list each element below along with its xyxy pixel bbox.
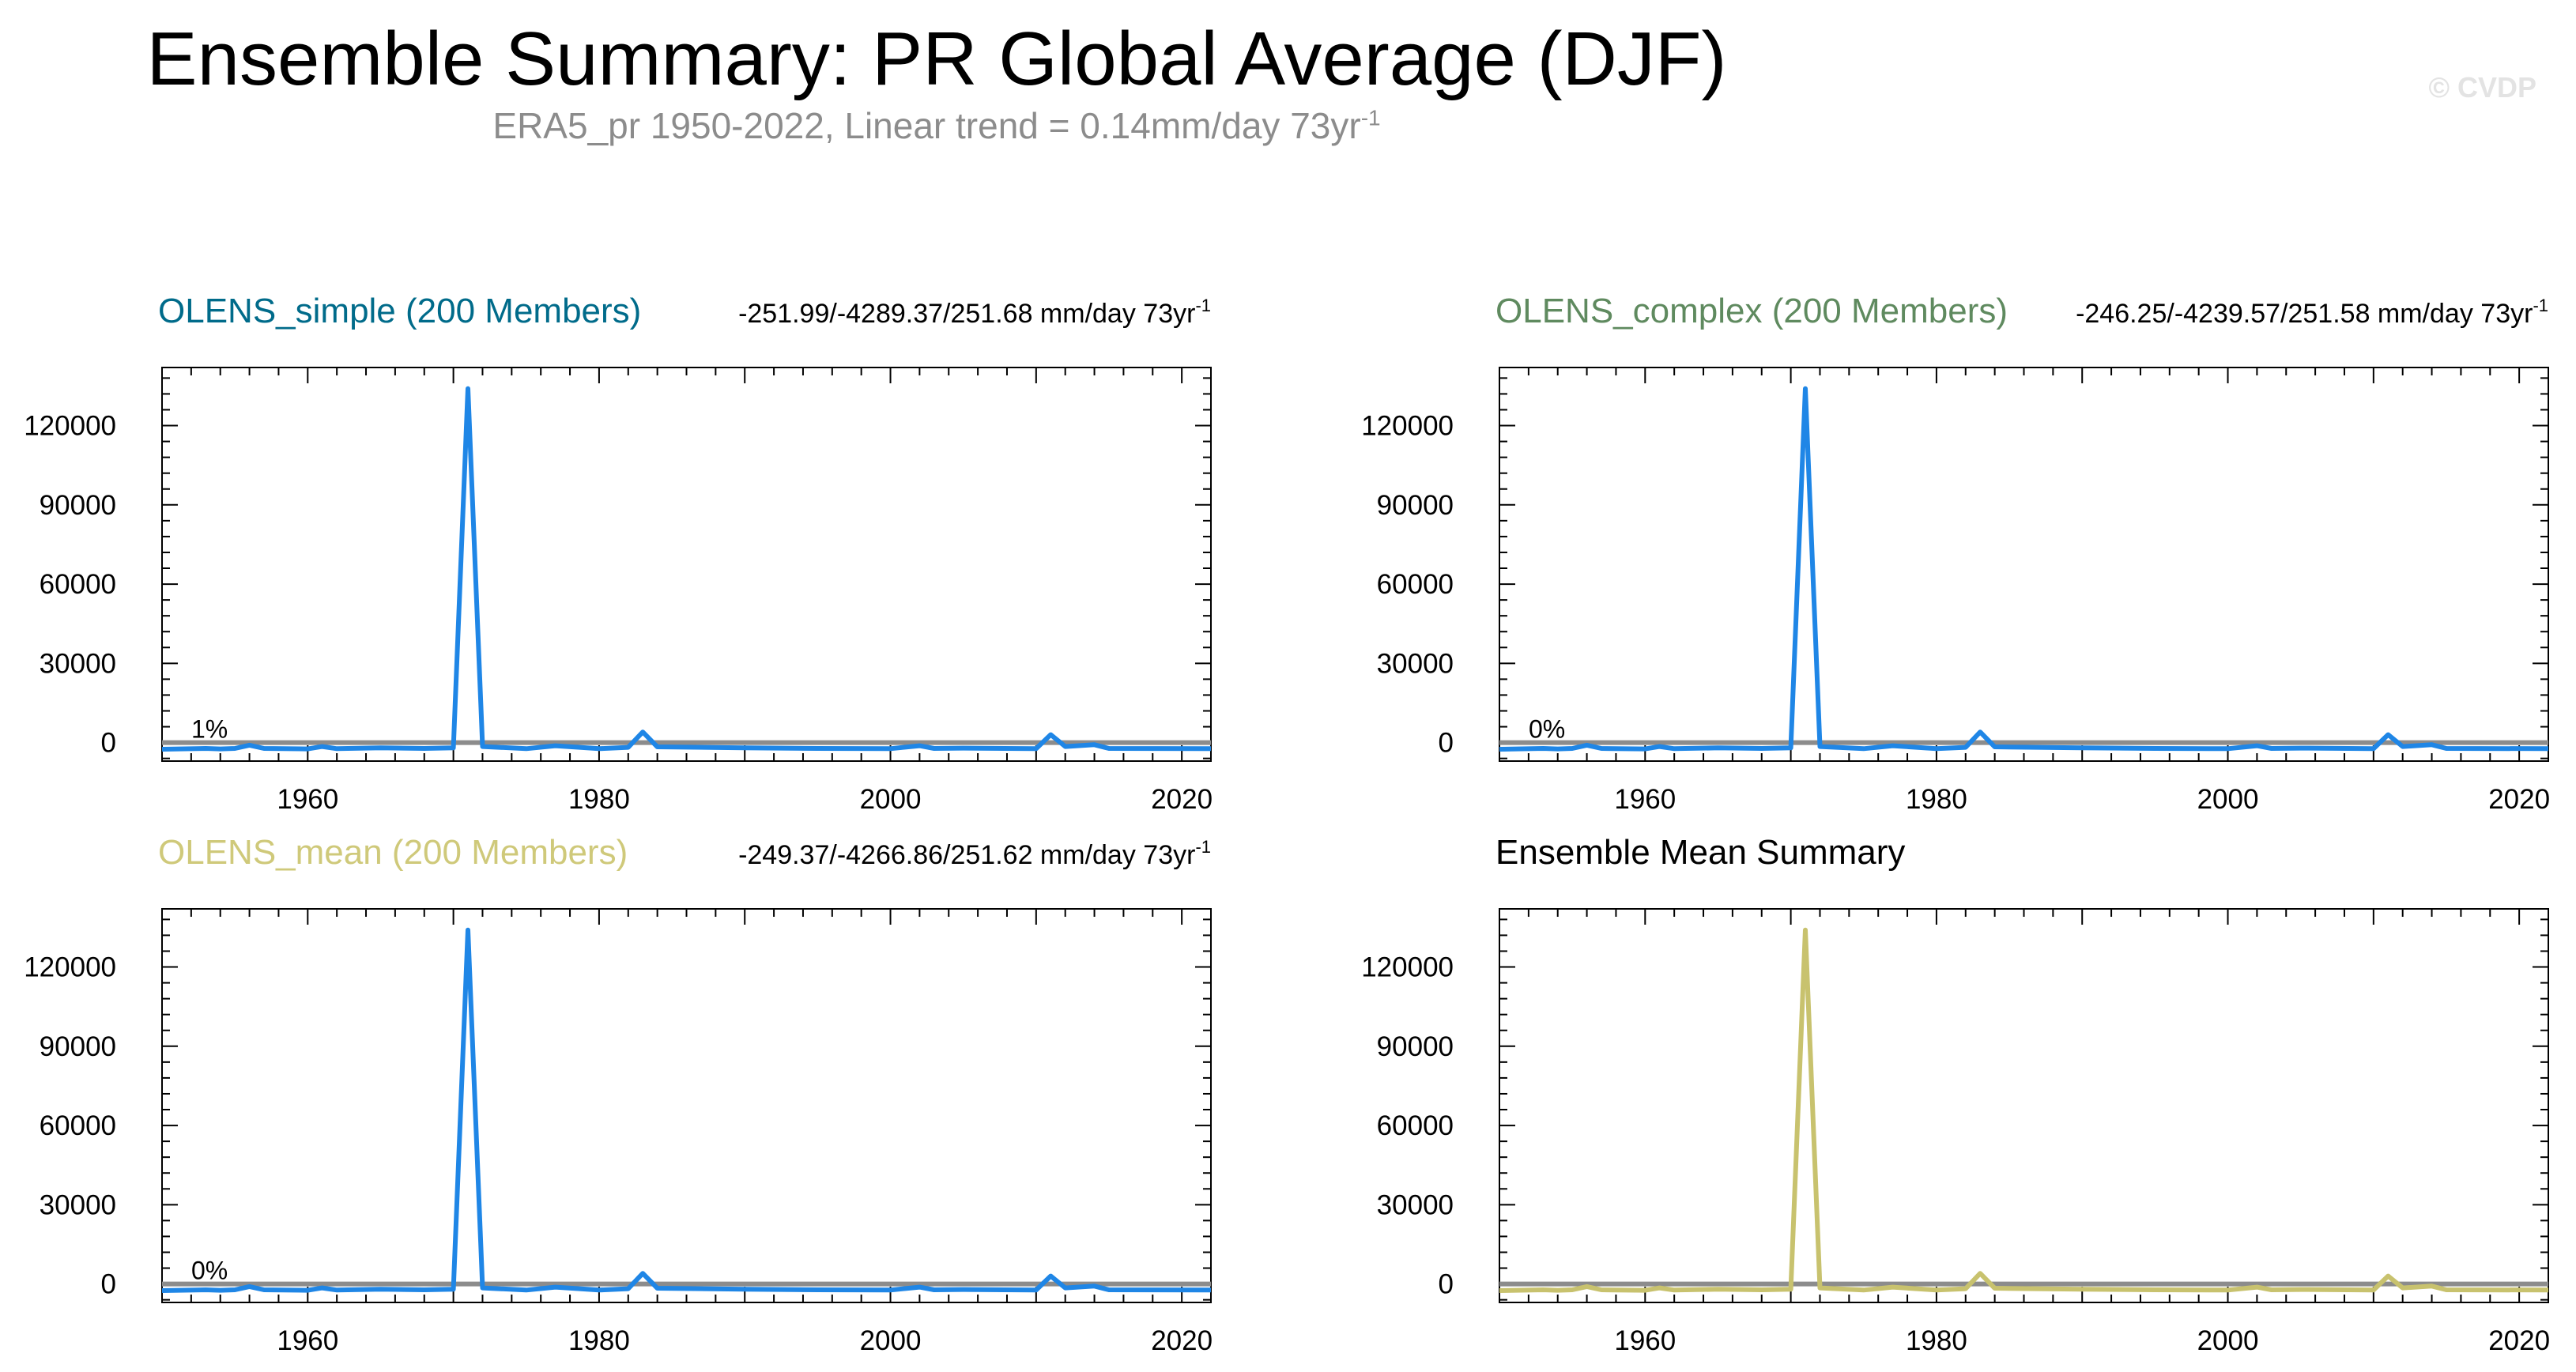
- y-tick-label: 90000: [40, 1031, 116, 1062]
- plot-frame: [1499, 367, 2549, 762]
- x-tick-label: 1980: [568, 784, 630, 815]
- y-tick-label: 30000: [1377, 648, 1454, 679]
- x-tick-label: 2020: [1151, 1325, 1213, 1356]
- chart-panel-2: 0 30000 60000 90000 120000 1960 1980 2000 2020 0%…: [1361, 292, 2550, 815]
- x-tick-label: 2020: [2488, 784, 2550, 815]
- panel-stat-superscript: -1: [1195, 837, 1211, 857]
- panel-title: OLENS_simple (200 Members): [158, 292, 641, 330]
- panel-title: Ensemble Mean Summary: [1495, 833, 1905, 872]
- page-title: Ensemble Summary: PR Global Average (DJF…: [146, 17, 1727, 101]
- y-tick-label: 30000: [40, 1189, 116, 1220]
- y-tick-label: 60000: [40, 569, 116, 600]
- x-tick-label: 2020: [1151, 784, 1213, 815]
- y-tick-label: 30000: [1377, 1189, 1454, 1220]
- panel-stat: -249.37/-4266.86/251.62 mm/day 73yr-1: [738, 837, 1211, 870]
- percent-label: 0%: [191, 1257, 228, 1285]
- panel-title: OLENS_complex (200 Members): [1495, 292, 2008, 330]
- y-tick-label: 0: [1439, 1269, 1454, 1300]
- x-tick-label: 2020: [2488, 1325, 2550, 1356]
- percent-label: 0%: [1529, 715, 1565, 744]
- subtitle-superscript: -1: [1360, 105, 1381, 130]
- y-tick-label: 120000: [1361, 952, 1454, 983]
- plot-frame: [161, 908, 1212, 1303]
- x-tick-label: 2000: [2197, 784, 2259, 815]
- x-tick-label: 1960: [277, 1325, 338, 1356]
- panel-stat-superscript: -1: [1195, 296, 1211, 315]
- y-tick-label: 120000: [24, 411, 116, 442]
- chart-panel-4: 0 30000 60000 90000 120000 1960 1980 2000 2020 En…: [1361, 833, 2550, 1356]
- series-line-1: [1499, 927, 2549, 1293]
- y-tick-label: 90000: [40, 490, 116, 521]
- percent-label: 1%: [191, 715, 228, 744]
- x-tick-label: 2000: [860, 1325, 922, 1356]
- panel-stat: -246.25/-4239.57/251.58 mm/day 73yr-1: [2076, 296, 2548, 329]
- series-line-1: [161, 386, 1212, 752]
- page-subtitle: ERA5_pr 1950-2022, Linear trend = 0.14mm…: [0, 104, 1873, 147]
- panel-stat: -251.99/-4289.37/251.68 mm/day 73yr-1: [738, 296, 1211, 329]
- y-tick-label: 120000: [1361, 411, 1454, 442]
- series-line-1: [1499, 386, 2549, 752]
- panel-stat-superscript: -1: [2533, 296, 2548, 315]
- y-tick-label: 0: [101, 1269, 116, 1300]
- x-tick-label: 1980: [568, 1325, 630, 1356]
- x-tick-label: 1980: [1906, 1325, 1967, 1356]
- y-tick-label: 0: [101, 728, 116, 759]
- y-tick-label: 60000: [1377, 569, 1454, 600]
- x-tick-label: 1960: [277, 784, 338, 815]
- y-tick-label: 120000: [24, 952, 116, 983]
- watermark-label: © CVDP: [2428, 71, 2536, 104]
- plot-frame: [1499, 908, 2549, 1303]
- panel-stat-text: -246.25/-4239.57/251.58 mm/day 73yr: [2076, 299, 2533, 329]
- panel-stat-text: -249.37/-4266.86/251.62 mm/day 73yr: [738, 840, 1195, 870]
- y-tick-label: 60000: [1377, 1110, 1454, 1141]
- y-tick-label: 60000: [40, 1110, 116, 1141]
- panel-title: OLENS_mean (200 Members): [158, 833, 628, 872]
- y-tick-label: 90000: [1377, 490, 1454, 521]
- y-tick-label: 30000: [40, 648, 116, 679]
- panel-stat-text: -251.99/-4289.37/251.68 mm/day 73yr: [738, 299, 1195, 329]
- x-tick-label: 2000: [860, 784, 922, 815]
- y-tick-label: 90000: [1377, 1031, 1454, 1062]
- x-tick-label: 1960: [1614, 784, 1676, 815]
- y-tick-label: 0: [1439, 728, 1454, 759]
- series-line-1: [161, 927, 1212, 1293]
- chart-panel-1: 0 30000 60000 90000 120000 1960 1980 2000 2020 1%…: [24, 292, 1213, 815]
- x-tick-label: 1980: [1906, 784, 1967, 815]
- chart-panel-3: 0 30000 60000 90000 120000 1960 1980 2000 2020 0%…: [24, 833, 1213, 1356]
- x-tick-label: 1960: [1614, 1325, 1676, 1356]
- plot-frame: [161, 367, 1212, 762]
- x-tick-label: 2000: [2197, 1325, 2259, 1356]
- subtitle-text: ERA5_pr 1950-2022, Linear trend = 0.14mm…: [492, 105, 1361, 146]
